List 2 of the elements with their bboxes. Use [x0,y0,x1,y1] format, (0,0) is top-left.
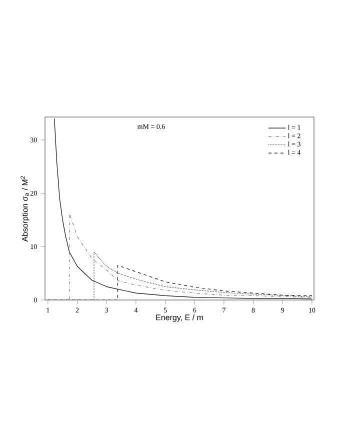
x-axis-title: Energy, E / m [156,314,203,322]
y-axis-title: Absorption σ$_{a}$ / M$^{2}$ [20,176,30,242]
